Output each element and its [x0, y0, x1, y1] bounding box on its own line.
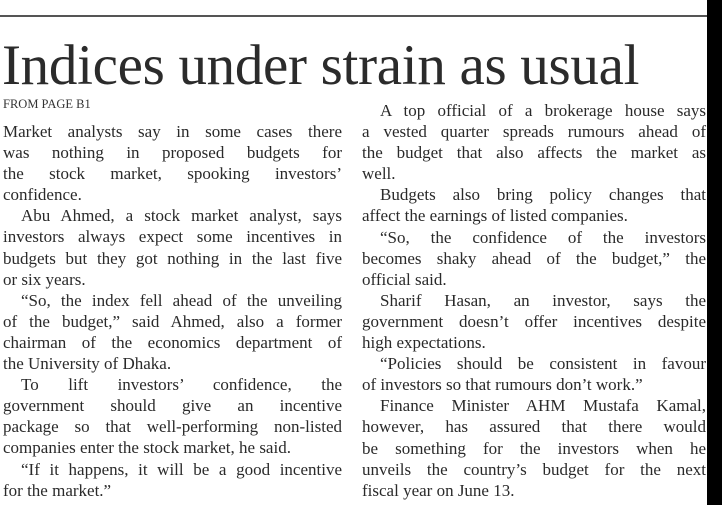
text-line: Abu Ahmed, a stock market analyst, says: [21, 206, 342, 226]
text-line: budgets but they got nothing in the last…: [3, 248, 342, 268]
text-line: the stock market, spooking investors’: [3, 164, 342, 184]
scan-edge: [707, 0, 722, 505]
text-line: “Policies should be consistent in favour: [380, 354, 706, 374]
text-line: be something for the investors when he: [362, 438, 706, 458]
paragraph: “If it happens, it will be a good incent…: [3, 459, 342, 501]
paragraph: To lift investors’ confidence, the govern…: [3, 374, 342, 458]
paragraph: Finance Minister AHM Mustafa Kamal, howev…: [362, 395, 706, 500]
paragraph: Budgets also bring policy changes that af…: [362, 184, 706, 226]
text-line: becomes shaky ahead of the budget,” the: [362, 248, 706, 268]
text-line: investors always expect some incentives …: [3, 227, 342, 247]
text-line: chairman of the economics department of: [3, 332, 342, 352]
paragraph: A top official of a brokerage house says…: [362, 100, 706, 184]
text-line: Finance Minister AHM Mustafa Kamal,: [380, 396, 706, 416]
text-line: however, has assured that there would: [362, 417, 706, 437]
text-line: the University of Dhaka.: [3, 354, 172, 374]
text-line: unveils the country’s budget for the nex…: [362, 459, 706, 479]
paragraph: “Policies should be consistent in favour…: [362, 353, 706, 395]
text-line: package so that well-performing non-list…: [3, 417, 342, 437]
headline: Indices under strain as usual: [2, 34, 640, 97]
text-line: a vested quarter spreads rumours ahead o…: [362, 122, 706, 142]
text-line: affect the earnings of listed companies.: [362, 206, 628, 226]
text-line: well.: [362, 164, 396, 184]
paragraph: “So, the confidence of the investors beco…: [362, 227, 706, 290]
text-line: official said.: [362, 269, 447, 289]
text-line: Budgets also bring policy changes that: [380, 185, 706, 205]
paragraph: Abu Ahmed, a stock market analyst, says i…: [3, 205, 342, 289]
text-line: companies enter the stock market, he sai…: [3, 438, 291, 458]
text-line: was nothing in proposed budgets for: [3, 143, 342, 163]
text-line: “If it happens, it will be a good incent…: [21, 459, 342, 479]
paragraph: Sharif Hasan, an investor, says the gover…: [362, 290, 706, 353]
text-line: government should give an incentive: [3, 396, 342, 416]
text-line: Market analysts say in some cases there: [3, 122, 342, 141]
text-line: for the market.”: [3, 480, 112, 500]
top-rule: [0, 15, 707, 17]
text-line: the budget that also affects the market …: [362, 143, 706, 163]
text-line: high expectations.: [362, 333, 486, 353]
left-column: Market analysts say in some cases there w…: [3, 121, 342, 501]
right-column: A top official of a brokerage house says…: [362, 100, 706, 501]
text-line: government doesn’t offer incentives desp…: [362, 311, 706, 331]
text-line: Sharif Hasan, an investor, says the: [380, 290, 706, 310]
text-line: fiscal year on June 13.: [362, 480, 515, 500]
continuation-kicker: FROM PAGE B1: [3, 97, 91, 111]
text-line: of the budget,” said Ahmed, also a forme…: [3, 311, 342, 331]
text-line: To lift investors’ confidence, the: [21, 375, 342, 395]
paragraph: Market analysts say in some cases there w…: [3, 121, 342, 205]
text-line: A top official of a brokerage house says: [380, 101, 706, 120]
text-line: “So, the index fell ahead of the unveili…: [21, 290, 342, 310]
paragraph: “So, the index fell ahead of the unveili…: [3, 290, 342, 374]
text-line: confidence.: [3, 185, 82, 205]
text-line: “So, the confidence of the investors: [380, 227, 706, 247]
text-line: of investors so that rumours don’t work.…: [362, 375, 643, 395]
text-line: or six years.: [3, 269, 86, 289]
